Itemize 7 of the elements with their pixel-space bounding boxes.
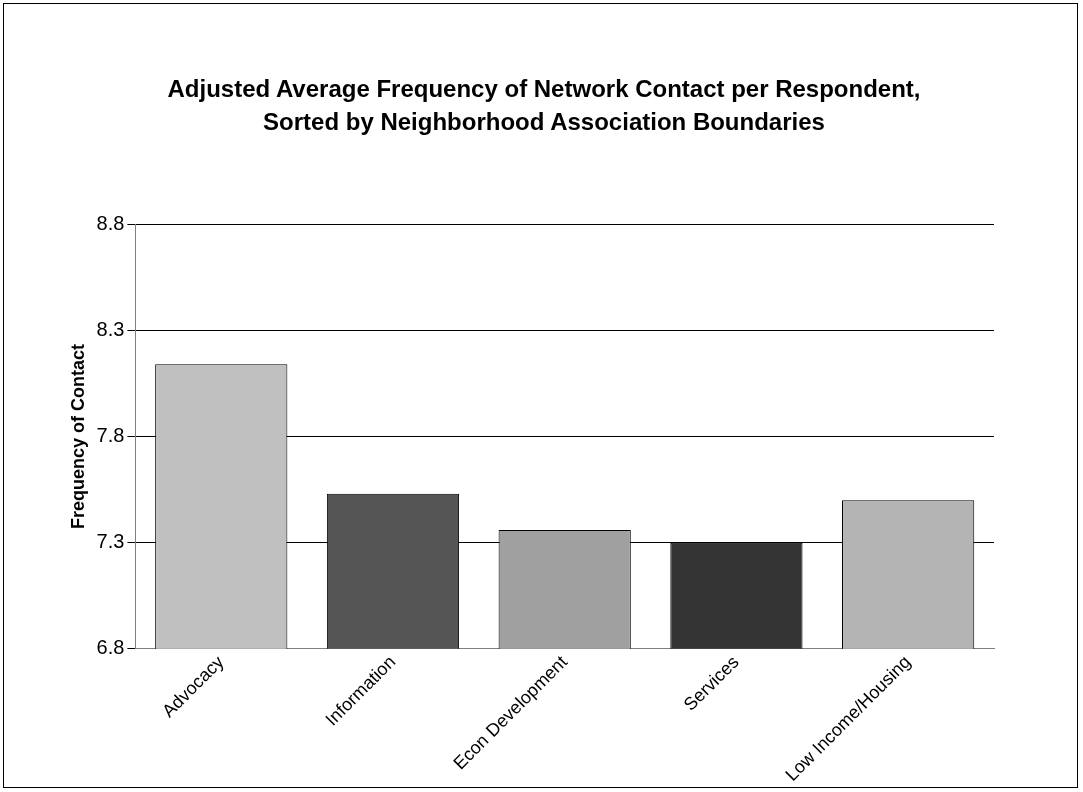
y-tick-label: 7.8 xyxy=(96,423,125,446)
y-tick-label: 8.3 xyxy=(96,317,125,340)
y-tick-label: 6.8 xyxy=(96,636,125,659)
chart-title: Adjusted Average Frequency of Network Contact per Respondent, Sorted by Neighborhood Association Boundaries xyxy=(166,74,922,137)
y-tick-label: 8.8 xyxy=(96,211,125,234)
y-axis-title: Frequency of Contact xyxy=(67,343,88,529)
y-tick-label: 7.3 xyxy=(96,530,125,553)
